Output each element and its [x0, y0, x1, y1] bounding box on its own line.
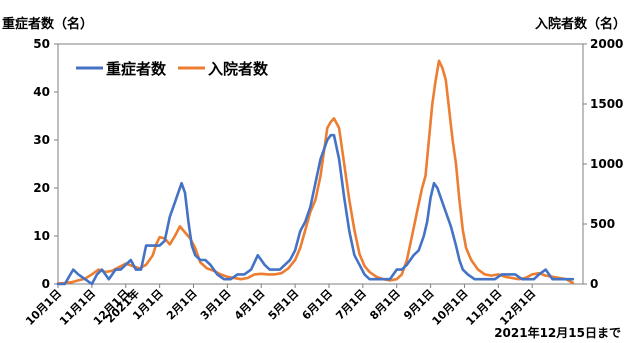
- x-tick-label: 5月1日: [266, 287, 302, 323]
- right-tick-label: 500: [590, 217, 615, 231]
- right-axis-ticks: 0 500 1000 1500 2000: [583, 37, 623, 291]
- legend-label-severe: 重症者数: [106, 60, 167, 78]
- x-tick-label: 6月1日: [300, 287, 336, 323]
- legend: 重症者数 入院者数: [76, 60, 269, 78]
- legend-label-hospitalized: 入院者数: [208, 60, 269, 78]
- left-tick-label: 30: [33, 133, 50, 147]
- right-tick-label: 0: [590, 277, 598, 291]
- x-tick-label: 12月1日: [497, 287, 538, 328]
- x-tick-label: 10月1日: [23, 287, 64, 328]
- right-tick-label: 2000: [590, 37, 623, 51]
- series-lines: [56, 59, 575, 286]
- right-tick-label: 1500: [590, 97, 623, 111]
- x-tick-label: 2月1日: [164, 287, 200, 323]
- x-tick-label: 4月1日: [232, 287, 268, 323]
- left-tick-label: 0: [42, 277, 50, 291]
- x-axis-ticks: 10月1日11月1日12月1日2021年1月1日2月1日3月1日4月1日5月1日…: [23, 284, 538, 328]
- x-tick-label: 7月1日: [333, 287, 369, 323]
- series-line-hospitalized: [56, 59, 575, 285]
- right-axis-title: 入院者数（名）: [535, 16, 626, 32]
- x-tick-label: 3月1日: [198, 287, 234, 323]
- left-tick-label: 50: [33, 37, 50, 51]
- footnote-date: 2021年12月15日まで: [494, 325, 621, 340]
- left-tick-label: 10: [33, 229, 50, 243]
- x-tick-label: 8月1日: [367, 287, 403, 323]
- left-tick-label: 20: [33, 181, 50, 195]
- left-tick-label: 40: [33, 85, 50, 99]
- x-tick-label: 11月1日: [463, 287, 504, 328]
- left-axis-title: 重症者数（名）: [2, 16, 93, 32]
- plot-area-frame: [57, 43, 584, 285]
- left-axis-ticks: 0 10 20 30 40 50: [33, 37, 58, 291]
- right-tick-label: 1000: [590, 157, 623, 171]
- series-line-severe: [56, 133, 575, 286]
- x-tick-label: 11月1日: [57, 287, 98, 328]
- x-tick-label: 10月1日: [430, 287, 471, 328]
